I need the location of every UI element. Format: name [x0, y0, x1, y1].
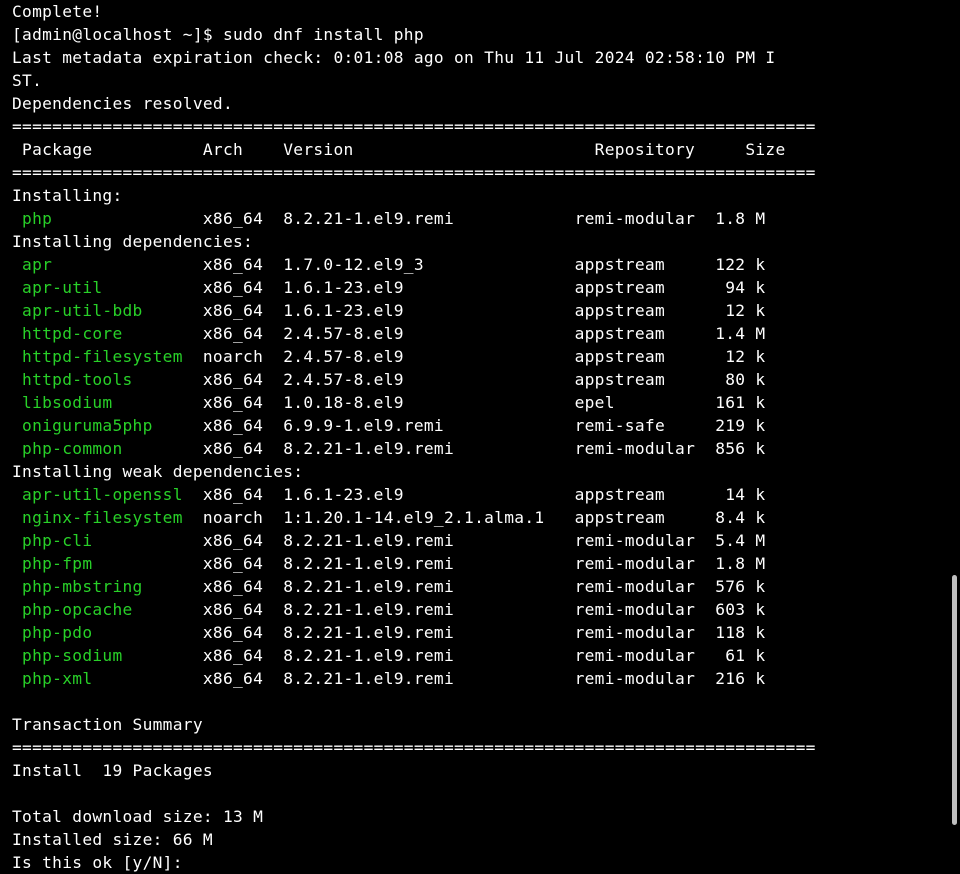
- terminal-line: Last metadata expiration check: 0:01:08 …: [12, 46, 948, 69]
- terminal-line: Installed size: 66 M: [12, 828, 948, 851]
- terminal-line: nginx-filesystem noarch 1:1.20.1-14.el9_…: [12, 506, 948, 529]
- scrollbar[interactable]: [952, 575, 957, 825]
- terminal-line: apr x86_64 1.7.0-12.el9_3 appstream 122 …: [12, 253, 948, 276]
- terminal-line: Installing:: [12, 184, 948, 207]
- terminal-line: ========================================…: [12, 736, 948, 759]
- terminal-line: Total download size: 13 M: [12, 805, 948, 828]
- terminal-line: httpd-tools x86_64 2.4.57-8.el9 appstrea…: [12, 368, 948, 391]
- terminal-line: php-fpm x86_64 8.2.21-1.el9.remi remi-mo…: [12, 552, 948, 575]
- terminal-line: php-common x86_64 8.2.21-1.el9.remi remi…: [12, 437, 948, 460]
- terminal-line: Install 19 Packages: [12, 759, 948, 782]
- terminal-line: php-pdo x86_64 8.2.21-1.el9.remi remi-mo…: [12, 621, 948, 644]
- terminal-line: php-xml x86_64 8.2.21-1.el9.remi remi-mo…: [12, 667, 948, 690]
- terminal-line: apr-util-bdb x86_64 1.6.1-23.el9 appstre…: [12, 299, 948, 322]
- terminal-line: libsodium x86_64 1.0.18-8.el9 epel 161 k: [12, 391, 948, 414]
- terminal-line: Dependencies resolved.: [12, 92, 948, 115]
- terminal-line: php-mbstring x86_64 8.2.21-1.el9.remi re…: [12, 575, 948, 598]
- terminal-line: ST.: [12, 69, 948, 92]
- terminal-line: apr-util-openssl x86_64 1.6.1-23.el9 app…: [12, 483, 948, 506]
- terminal-line: Installing weak dependencies:: [12, 460, 948, 483]
- terminal-output: Complete![admin@localhost ~]$ sudo dnf i…: [12, 0, 948, 874]
- terminal-line: php-sodium x86_64 8.2.21-1.el9.remi remi…: [12, 644, 948, 667]
- terminal-line: httpd-core x86_64 2.4.57-8.el9 appstream…: [12, 322, 948, 345]
- terminal-line: [12, 782, 948, 805]
- terminal-line: Transaction Summary: [12, 713, 948, 736]
- terminal-line: apr-util x86_64 1.6.1-23.el9 appstream 9…: [12, 276, 948, 299]
- terminal-line: httpd-filesystem noarch 2.4.57-8.el9 app…: [12, 345, 948, 368]
- terminal-line: [12, 690, 948, 713]
- terminal-line: oniguruma5php x86_64 6.9.9-1.el9.remi re…: [12, 414, 948, 437]
- terminal-line: php-cli x86_64 8.2.21-1.el9.remi remi-mo…: [12, 529, 948, 552]
- terminal-line: php-opcache x86_64 8.2.21-1.el9.remi rem…: [12, 598, 948, 621]
- terminal-line: Is this ok [y/N]:: [12, 851, 948, 874]
- terminal-line: ========================================…: [12, 115, 948, 138]
- terminal-line: Complete!: [12, 0, 948, 23]
- terminal-line: [admin@localhost ~]$ sudo dnf install ph…: [12, 23, 948, 46]
- terminal-line: Package Arch Version Repository Size: [12, 138, 948, 161]
- terminal-line: ========================================…: [12, 161, 948, 184]
- terminal-line: php x86_64 8.2.21-1.el9.remi remi-modula…: [12, 207, 948, 230]
- terminal-line: Installing dependencies:: [12, 230, 948, 253]
